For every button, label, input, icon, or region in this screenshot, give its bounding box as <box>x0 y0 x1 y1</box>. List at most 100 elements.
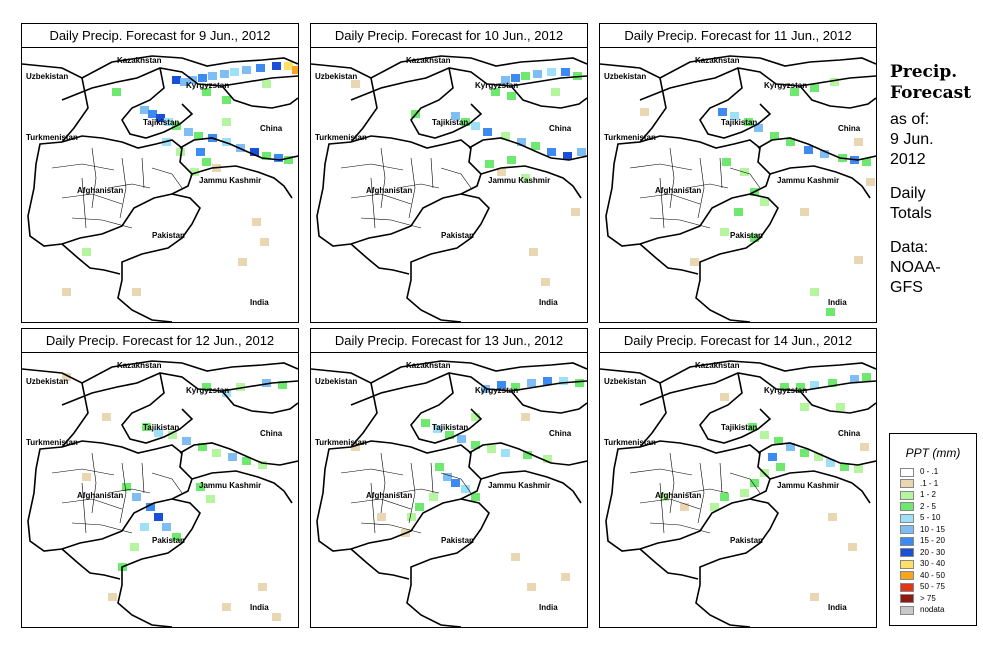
precip-cell <box>222 389 231 397</box>
map-label-tajikistan: Tajikistan <box>432 423 468 432</box>
precip-cell <box>230 68 239 76</box>
precip-cell <box>102 413 111 421</box>
precip-cell <box>529 248 538 256</box>
precip-cell <box>577 148 586 156</box>
precip-cell <box>162 523 171 531</box>
country-border <box>695 193 779 322</box>
forecast-map: Kazakhstan Uzbekistan Kyrgyzstan Tajikistan… <box>311 48 587 322</box>
province-border <box>370 177 376 229</box>
precip-cell <box>262 379 271 387</box>
legend-swatch <box>900 559 914 569</box>
precip-cell <box>483 128 492 136</box>
precip-cell <box>429 493 438 501</box>
map-label-china: China <box>260 124 283 133</box>
precip-cell <box>497 381 506 389</box>
legend-label: 30 - 40 <box>920 559 945 568</box>
map-svg: Kazakhstan Uzbekistan Kyrgyzstan Tajikistan… <box>311 55 587 322</box>
precip-cell <box>680 503 689 511</box>
province-border <box>119 462 127 524</box>
country-border <box>639 372 876 406</box>
precip-cell <box>445 431 454 439</box>
heading-line1: Precip. <box>890 62 958 82</box>
map-label-china: China <box>838 124 861 133</box>
map-svg: Kazakhstan Uzbekistan Kyrgyzstan Tajikistan… <box>22 55 298 322</box>
province-border <box>440 472 472 494</box>
precip-cell <box>533 70 542 78</box>
province-border <box>396 183 440 189</box>
country-border <box>350 77 378 143</box>
precip-cell <box>744 118 753 126</box>
precip-cell <box>292 66 298 74</box>
legend-swatch <box>900 594 914 603</box>
precip-cell <box>780 383 789 391</box>
legend-label: 50 - 75 <box>920 582 945 591</box>
legend-label: > 75 <box>920 593 936 603</box>
forecast-panel-3: Daily Precip. Forecast for 11 Jun., 2012… <box>599 23 877 323</box>
precip-cell <box>796 383 805 391</box>
precip-cell <box>800 208 809 216</box>
country-border <box>699 67 772 139</box>
precip-cell <box>521 413 530 421</box>
precip-cell <box>559 377 568 385</box>
forecast-map: Kazakhstan Uzbekistan Kyrgyzstan Tajikistan… <box>600 353 876 627</box>
province-border <box>107 488 151 494</box>
source-line1: Data: <box>890 239 929 256</box>
precip-cell <box>850 375 859 383</box>
country-border <box>350 382 378 448</box>
map-label-afghanistan: Afghanistan <box>366 491 412 500</box>
precip-cell <box>140 523 149 531</box>
map-label-turkmenistan: Turkmenistan <box>604 438 656 447</box>
as-of-year: 2012 <box>890 151 926 168</box>
precip-cell <box>776 463 785 471</box>
map-label-kyrgyzstan: Kyrgyzstan <box>475 386 518 395</box>
precip-cell <box>786 138 795 146</box>
map-label-uzbekistan: Uzbekistan <box>604 72 646 81</box>
precip-cell <box>517 138 526 146</box>
precip-cell <box>238 258 247 266</box>
map-label-afghanistan: Afghanistan <box>77 186 123 195</box>
map-label-afghanistan: Afghanistan <box>366 186 412 195</box>
precip-cell <box>760 198 769 206</box>
panel-title: Daily Precip. Forecast for 14 Jun., 2012 <box>600 329 876 353</box>
side-info: Precip. Forecast as of: 9 Jun. 2012 Dail… <box>890 62 980 298</box>
precip-cell <box>491 88 500 96</box>
map-label-kyrgyzstan: Kyrgyzstan <box>764 81 807 90</box>
source-line2: NOAA- <box>890 259 941 276</box>
precip-cell <box>164 118 173 126</box>
precip-cell <box>485 160 494 168</box>
precip-cell <box>132 493 141 501</box>
province-border <box>649 522 711 534</box>
map-svg: Kazakhstan Uzbekistan Kyrgyzstan Tajikistan… <box>600 55 876 322</box>
legend-swatch <box>900 525 914 534</box>
precip-cell <box>256 64 265 72</box>
province-border <box>340 468 404 476</box>
precip-cell <box>274 154 283 162</box>
precip-cell <box>750 234 759 242</box>
province-border <box>408 462 416 524</box>
totals-line1: Daily <box>890 185 926 202</box>
forecast-map: Kazakhstan Uzbekistan Kyrgyzstan Tajikistan… <box>600 48 876 322</box>
country-border <box>221 85 298 109</box>
as-of-date: 9 Jun. <box>890 131 934 148</box>
legend-label: 15 - 20 <box>920 536 945 545</box>
precip-cell <box>222 603 231 611</box>
precip-cell <box>561 573 570 581</box>
precip-cell <box>202 88 211 96</box>
precip-cell <box>527 379 536 387</box>
legend-swatch <box>900 605 914 615</box>
precip-cell <box>252 218 261 226</box>
map-label-kyrgyzstan: Kyrgyzstan <box>186 386 229 395</box>
precip-cell <box>471 413 480 421</box>
precip-cell <box>198 74 207 82</box>
map-label-india: India <box>250 298 269 307</box>
precip-cell <box>377 513 386 521</box>
precip-cell <box>421 419 430 427</box>
map-label-china: China <box>838 429 861 438</box>
map-svg: Kazakhstan Uzbekistan Kyrgyzstan Tajikistan… <box>600 360 876 627</box>
map-label-afghanistan: Afghanistan <box>77 491 123 500</box>
country-border <box>639 243 699 275</box>
precip-cell <box>262 152 271 160</box>
precip-cell <box>836 403 845 411</box>
legend-swatch <box>900 536 914 546</box>
precip-cell <box>258 583 267 591</box>
